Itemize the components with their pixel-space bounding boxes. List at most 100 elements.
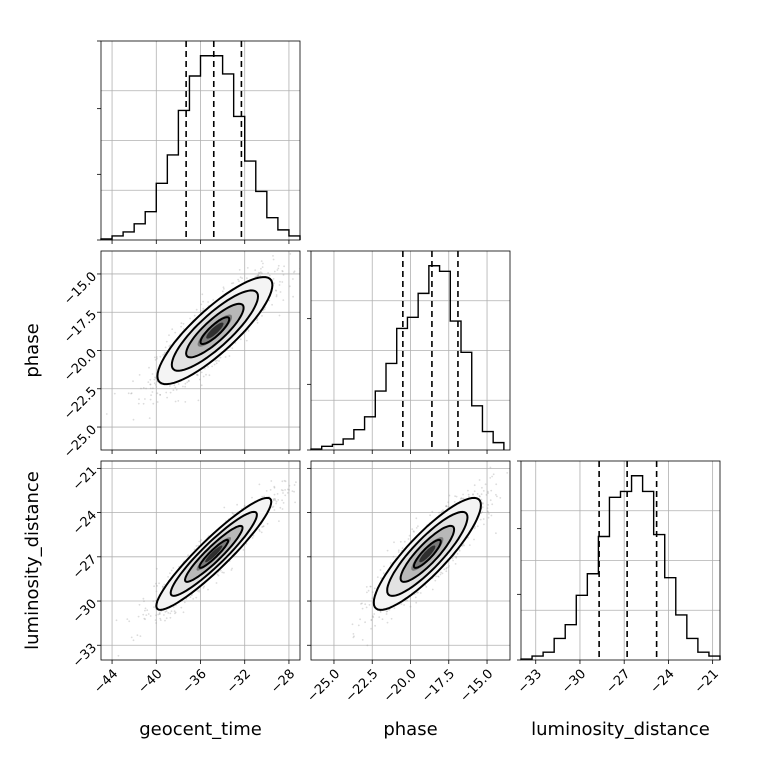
scatter-point — [189, 317, 192, 320]
scatter-point — [180, 606, 183, 609]
scatter-point — [257, 271, 260, 274]
scatter-point — [215, 582, 218, 584]
scatter-point — [438, 511, 440, 514]
scatter-point — [474, 526, 476, 528]
joint-plot-area — [311, 461, 510, 660]
x-tick-label: −21 — [692, 667, 722, 697]
scatter-point — [458, 549, 461, 552]
scatter-point — [155, 622, 158, 624]
scatter-point — [126, 618, 129, 620]
histogram-step — [520, 475, 721, 660]
scatter-point — [247, 330, 250, 332]
scatter-point — [146, 609, 149, 612]
scatter-point — [198, 540, 201, 543]
scatter-point — [165, 391, 168, 394]
scatter-point — [138, 603, 141, 606]
marginal-panel-luminosity_distance — [517, 460, 721, 664]
scatter-point — [268, 274, 271, 277]
scatter-point — [136, 634, 139, 637]
scatter-point — [169, 385, 171, 387]
scatter-point — [468, 544, 471, 546]
scatter-point — [275, 289, 278, 292]
scatter-point — [157, 613, 160, 616]
scatter-point — [388, 608, 391, 611]
scatter-point — [281, 499, 283, 502]
scatter-point — [272, 498, 275, 501]
x-tick-label: −36 — [180, 667, 210, 697]
scatter-point — [187, 379, 190, 382]
scatter-point — [386, 549, 389, 552]
scatter-point — [434, 579, 437, 582]
scatter-point — [158, 611, 161, 614]
scatter-point — [386, 621, 389, 624]
scatter-point — [403, 540, 406, 543]
scatter-point — [293, 270, 296, 273]
scatter-point — [262, 525, 265, 528]
scatter-point — [407, 538, 410, 540]
scatter-point — [263, 495, 265, 498]
scatter-point — [279, 506, 282, 509]
scatter-point — [208, 374, 211, 377]
scatter-point — [460, 497, 463, 499]
scatter-point — [130, 636, 133, 639]
scatter-point — [440, 571, 442, 574]
scatter-point — [277, 264, 280, 267]
scatter-point — [397, 549, 400, 552]
scatter-point — [286, 492, 289, 494]
scatter-point — [241, 277, 244, 279]
scatter-point — [445, 505, 448, 508]
scatter-point — [447, 505, 450, 508]
scatter-point — [200, 384, 203, 387]
contour-line — [199, 316, 231, 345]
scatter-point — [182, 385, 184, 388]
scatter-point — [437, 575, 439, 578]
scatter-point — [275, 294, 278, 296]
scatter-point — [202, 307, 205, 310]
scatter-point — [205, 373, 207, 376]
scatter-point — [278, 520, 280, 522]
histogram-step — [100, 55, 301, 240]
scatter-point — [231, 347, 234, 350]
scatter-point — [156, 357, 158, 360]
scatter-point — [445, 505, 447, 508]
scatter-point — [490, 489, 493, 492]
scatter-point — [437, 575, 440, 578]
scatter-point — [168, 334, 170, 337]
scatter-point — [429, 514, 431, 517]
x-axis-label-luminosity_distance: luminosity_distance — [531, 719, 710, 740]
scatter-point — [152, 402, 155, 405]
scatter-point — [223, 571, 225, 574]
scatter-point — [231, 512, 234, 515]
scatter-point — [478, 495, 481, 497]
contour-line — [156, 276, 274, 386]
scatter-point — [184, 401, 187, 403]
scatter-point — [359, 618, 361, 621]
contour-line — [170, 289, 260, 372]
scatter-point — [274, 289, 277, 292]
scatter-point — [195, 545, 198, 547]
scatter-point — [158, 612, 161, 615]
scatter-point — [378, 616, 381, 618]
scatter-point — [202, 300, 205, 303]
x-axis-label-geocent_time: geocent_time — [139, 719, 262, 740]
scatter-point — [281, 480, 284, 483]
y-axis-label-phase: phase — [22, 323, 43, 377]
scatter-point — [273, 270, 276, 273]
scatter-point — [370, 619, 373, 621]
scatter-point — [137, 615, 140, 618]
scatter-point — [105, 413, 108, 415]
scatter-point — [228, 355, 231, 357]
scatter-point — [174, 386, 177, 389]
scatter-point — [401, 547, 404, 550]
scatter-point — [441, 572, 444, 575]
scatter-point — [442, 509, 444, 512]
scatter-point — [219, 356, 222, 359]
scatter-point — [169, 612, 172, 615]
scatter-point — [221, 290, 224, 293]
scatter-point — [256, 275, 258, 278]
joint-panel-phase-vs-luminosity_distance — [307, 460, 511, 664]
scatter-point — [284, 494, 287, 497]
scatter-point — [293, 271, 295, 274]
scatter-point — [371, 615, 374, 618]
y-tick-label: −20.0 — [61, 346, 100, 385]
